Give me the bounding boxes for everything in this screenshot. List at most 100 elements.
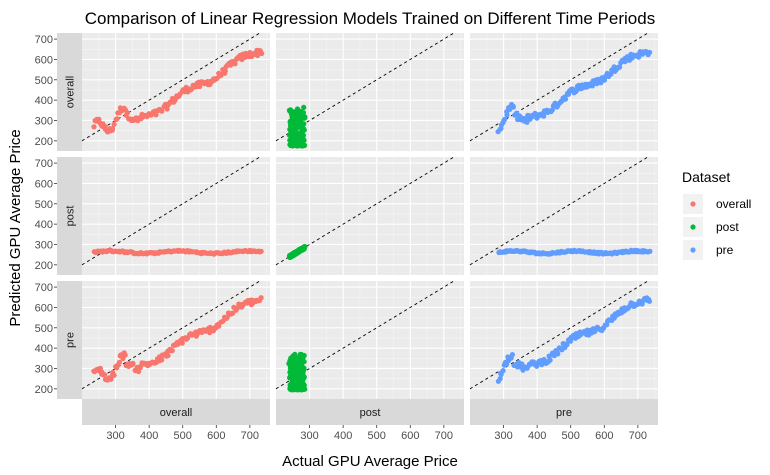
data-point <box>255 52 261 59</box>
y-tick-label: 700 <box>35 34 53 46</box>
data-point <box>91 124 97 130</box>
data-point <box>301 127 307 133</box>
x-tick-label: 700 <box>435 430 453 442</box>
x-tick-label: 300 <box>494 430 512 442</box>
data-point <box>301 142 308 148</box>
data-point <box>153 112 159 118</box>
data-point <box>258 248 264 254</box>
points-pre <box>495 295 653 384</box>
data-point <box>102 372 108 378</box>
legend-swatch <box>690 224 696 230</box>
data-point <box>114 116 120 122</box>
data-point <box>130 360 136 366</box>
panel-background <box>82 157 270 275</box>
data-point <box>259 50 265 57</box>
y-tick-label: 600 <box>35 54 53 66</box>
data-point <box>301 121 307 127</box>
data-point <box>111 372 117 378</box>
data-point <box>504 112 510 118</box>
data-point <box>124 110 131 116</box>
x-tick-label: 600 <box>595 430 613 442</box>
data-point <box>137 365 143 371</box>
panel-pre-post <box>275 280 464 399</box>
data-point <box>510 104 516 110</box>
y-tick-label: 500 <box>35 75 53 87</box>
data-point <box>301 375 307 381</box>
y-tick-label: 300 <box>35 239 53 251</box>
legend-label: pre <box>716 243 734 257</box>
row-strip-label-overall: overall <box>65 76 77 108</box>
reference-line <box>275 32 455 142</box>
row-strip-overall <box>57 33 82 151</box>
data-point <box>111 121 117 127</box>
data-point <box>116 359 122 365</box>
x-tick-label: 400 <box>140 430 158 442</box>
data-point <box>509 352 515 358</box>
data-point <box>164 106 170 112</box>
data-point <box>301 137 307 143</box>
data-point <box>598 80 604 86</box>
data-point <box>646 298 653 304</box>
col-strip-label-post: post <box>360 407 381 419</box>
x-tick-label: 600 <box>207 430 225 442</box>
reference-line <box>275 156 455 266</box>
legend-item-overall: overall <box>683 194 751 214</box>
reference-line <box>81 280 261 390</box>
data-point <box>159 357 165 363</box>
panel-post-overall <box>81 156 270 275</box>
data-point <box>258 295 264 301</box>
col-strip-pre <box>470 399 658 425</box>
panel-pre-overall <box>81 280 270 399</box>
data-point <box>230 310 236 316</box>
data-point <box>302 386 308 392</box>
row-strip-pre <box>57 281 82 399</box>
panel-overall-pre <box>469 32 658 151</box>
data-point <box>608 71 614 77</box>
data-point <box>301 104 307 110</box>
points-overall <box>91 295 264 383</box>
y-tick-label: 400 <box>35 95 53 107</box>
legend-item-post: post <box>683 217 739 237</box>
x-tick-label: 300 <box>300 430 318 442</box>
row-strip-label-post: post <box>65 206 77 227</box>
x-tick-label: 400 <box>528 430 546 442</box>
x-tick-label: 500 <box>174 430 192 442</box>
data-point <box>159 108 165 114</box>
data-point <box>232 61 238 67</box>
panel-post-post <box>275 156 464 275</box>
y-tick-label: 500 <box>35 323 53 335</box>
col-strip-overall <box>82 399 270 425</box>
legend-item-pre: pre <box>683 240 734 260</box>
data-point <box>179 340 185 346</box>
data-point <box>564 342 570 348</box>
data-point <box>617 64 623 70</box>
data-point <box>300 110 306 116</box>
x-axis-title: Actual GPU Average Price <box>282 453 458 470</box>
axis-ticks: 200 300 400 500 600 700 200 300 400 500 600 700 200 3… <box>35 34 647 442</box>
legend-label: post <box>716 220 739 234</box>
legend-label: overall <box>716 197 751 211</box>
data-point <box>169 348 175 354</box>
legend-swatch <box>690 247 696 253</box>
data-point <box>647 49 653 55</box>
x-tick-label: 500 <box>368 430 386 442</box>
col-strip-label-pre: pre <box>556 407 572 419</box>
data-point <box>541 113 547 119</box>
data-point <box>301 359 307 365</box>
y-tick-label: 500 <box>35 199 53 211</box>
y-tick-label: 400 <box>35 219 53 231</box>
reference-line <box>81 32 261 142</box>
legend: Dataset overall post pre <box>682 169 751 260</box>
data-point <box>165 353 171 359</box>
points-overall <box>91 47 265 135</box>
y-tick-label: 200 <box>35 136 53 148</box>
y-tick-label: 700 <box>35 158 53 170</box>
data-point <box>497 376 503 382</box>
y-tick-label: 600 <box>35 178 53 190</box>
y-tick-label: 300 <box>35 363 53 375</box>
points-overall <box>91 247 264 257</box>
facet-strips: overall post pre overall post pre <box>57 33 658 425</box>
data-point <box>301 352 307 359</box>
data-point <box>500 368 506 374</box>
